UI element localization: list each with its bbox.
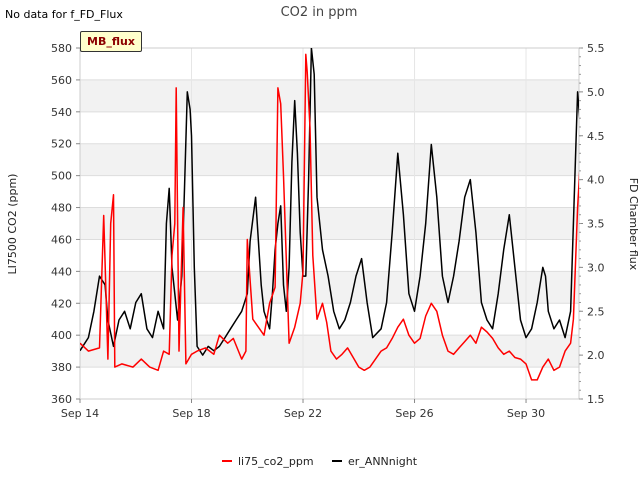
background-bands [80, 79, 579, 368]
band [80, 143, 579, 176]
band [80, 207, 579, 240]
x-tick-label: Sep 26 [395, 407, 433, 420]
y-tick-label: 580 [51, 42, 72, 55]
band [80, 79, 579, 112]
series-layer [80, 48, 579, 381]
y2-tick-label: 3.0 [587, 261, 605, 274]
y2-tick-label: 3.5 [587, 218, 605, 231]
y2-tick-label: 4.5 [587, 130, 605, 143]
y-tick-label: 360 [51, 393, 72, 406]
y-tick-label: 420 [51, 297, 72, 310]
chart-title: CO2 in ppm [281, 5, 358, 20]
mb-flux-badge: MB_flux [80, 31, 142, 52]
y-tick-label: 520 [51, 138, 72, 151]
series-line-li75_co2_ppm [80, 53, 579, 381]
y-tick-label: 400 [51, 329, 72, 342]
x-tick-label: Sep 14 [61, 407, 99, 420]
no-data-note: No data for f_FD_Flux [5, 8, 123, 21]
y-tick-label: 540 [51, 106, 72, 119]
legend-label-er_ANNnight: er_ANNnight [348, 455, 418, 468]
x-tick-label: Sep 18 [172, 407, 210, 420]
y2-tick-label: 2.5 [587, 305, 605, 318]
y2-tick-label: 2.0 [587, 349, 605, 362]
y-tick-label: 500 [51, 170, 72, 183]
y-tick-label: 480 [51, 202, 72, 215]
y2-tick-label: 5.5 [587, 42, 605, 55]
series-line-er_ANNnight [80, 48, 579, 356]
legend: li75_co2_ppm er_ANNnight [222, 455, 418, 468]
legend-label-li75_co2_ppm: li75_co2_ppm [238, 455, 314, 468]
y2-tick-label: 1.5 [587, 393, 605, 406]
y2-axis-label: FD Chamber flux [627, 178, 640, 271]
y-tick-label: 460 [51, 233, 72, 246]
y-axis-label: LI7500 CO2 (ppm) [6, 174, 19, 275]
y-tick-label: 440 [51, 265, 72, 278]
x-tick-label: Sep 30 [507, 407, 545, 420]
axes: 360 380 400 420 440 460 480 500 520 540 560 580 1.5 2… [51, 42, 605, 420]
y2-tick-label: 4.0 [587, 174, 605, 187]
x-tick-label: Sep 22 [284, 407, 322, 420]
y-tick-label: 380 [51, 361, 72, 374]
y2-tick-label: 5.0 [587, 86, 605, 99]
y-tick-label: 560 [51, 74, 72, 87]
